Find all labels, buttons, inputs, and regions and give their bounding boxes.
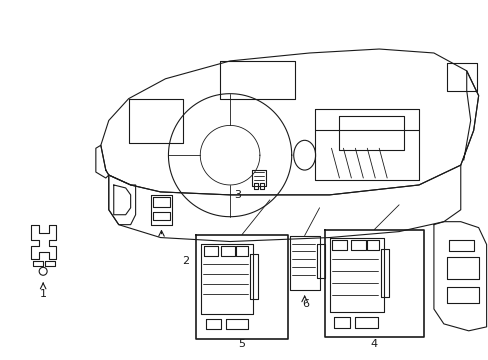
Text: 5: 5	[238, 339, 245, 349]
Text: 2: 2	[182, 256, 188, 266]
Text: 1: 1	[40, 289, 46, 299]
Text: 4: 4	[370, 339, 377, 349]
Text: 3: 3	[234, 190, 241, 200]
Text: 6: 6	[302, 299, 308, 309]
